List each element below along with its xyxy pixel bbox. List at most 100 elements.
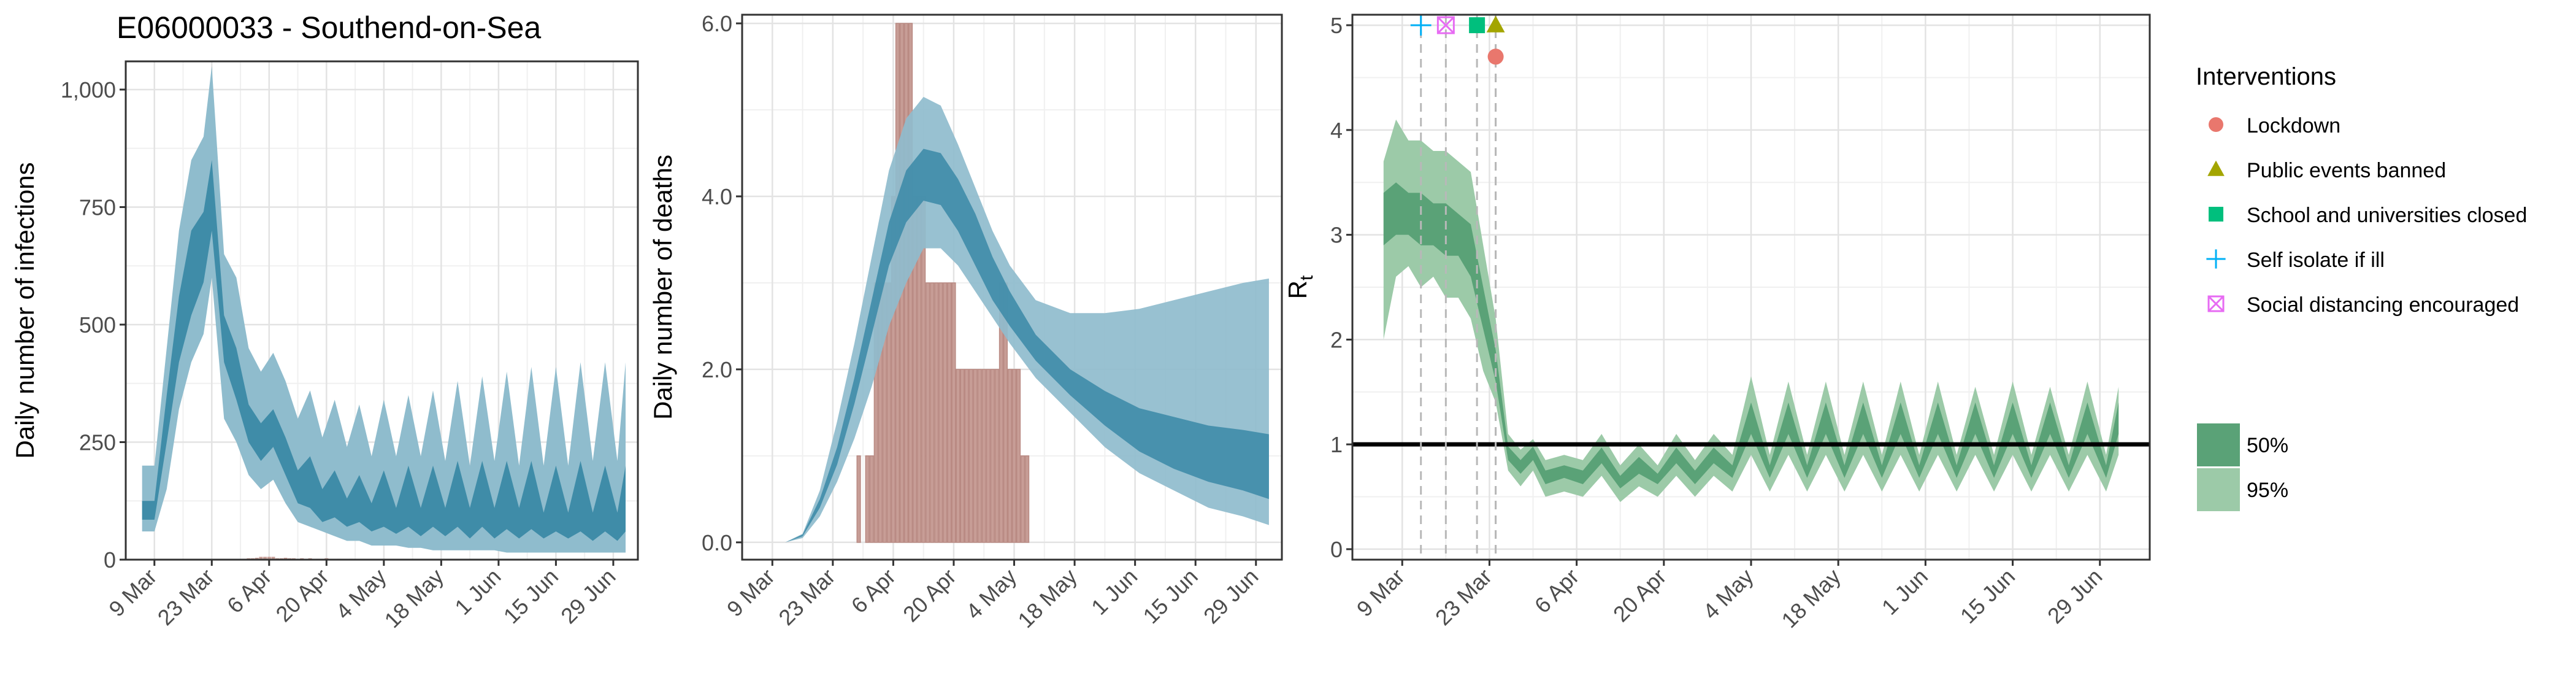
intervention-marker [1486,15,1505,33]
observed-death-bar [259,557,263,560]
x-tick-label: 9 Mar [722,564,780,622]
x-tick-label: 20 Apr [898,564,961,627]
y-tick-label: 750 [79,195,116,220]
x-tick-label: 6 Apr [222,564,276,618]
x-tick-label: 18 May [1776,564,1845,633]
death-bar [968,369,973,543]
rt-panel: 0 1 2 3 4 5 9 Mar 23 Mar 6 Apr 20 Apr 4 May 18 May 1… [1283,13,2151,633]
triangle-icon [2207,160,2225,176]
death-bar [947,282,952,543]
y-tick-label: 1 [1330,432,1343,457]
circle-icon [2209,117,2223,132]
intervention-marker [1410,15,1432,36]
death-bar [951,282,956,543]
x-tick-label: 1 Jun [450,564,505,620]
legend-item-label: Self isolate if ill [2247,249,2385,272]
x-tick-label: 18 May [380,564,448,633]
death-bar [934,282,939,543]
x-tick-label: 1 Jun [1086,564,1142,620]
death-bar [943,282,948,543]
death-bar [1007,369,1013,543]
legend-band-label: 95% [2247,479,2288,502]
x-tick-label: 1 Jun [1877,564,1933,620]
y-tick-label: 500 [79,312,116,338]
legend-item-label: Social distancing encouraged [2247,293,2519,317]
deaths-50-band [785,149,1269,542]
intervention-marker [1436,16,1455,34]
box-stroke [1436,16,1455,34]
death-bar [956,369,960,543]
observed-death-bar [267,557,271,560]
x-tick-label: 20 Apr [1608,564,1671,627]
death-bar [986,369,991,543]
y-tick-label: 5 [1330,13,1343,38]
death-bar [865,455,870,543]
boxed-x-icon [2207,295,2225,312]
x-tick-label: 20 Apr [270,564,334,627]
x-tick-label: 6 Apr [846,564,900,618]
death-bar [908,23,913,543]
death-bar [964,369,969,543]
x-tick-label: 29 Jun [556,564,620,628]
legend-band-swatch [2197,468,2240,511]
x-tick-label: 9 Mar [1352,564,1409,622]
death-bar [973,369,978,543]
observed-death-bar [255,557,259,560]
death-bar [930,282,935,543]
x-tick-label: 29 Jun [1198,564,1263,628]
legend: Interventions Lockdown Public events bann… [2196,63,2527,511]
y-tick-label: 0 [104,547,116,573]
x-stroke [1437,17,1455,34]
legend-band-label: 50% [2247,434,2288,457]
x-tick-label: 29 Jun [2042,564,2107,628]
figure-title: E06000033 - Southend-on-Sea [117,10,541,45]
death-bar [1021,455,1025,543]
legend-item-label: Lockdown [2247,114,2340,137]
x-tick-label: 15 Jun [1138,564,1202,628]
x-tick-label: 15 Jun [499,564,563,628]
death-bar [1016,369,1021,543]
legend-item-label: School and universities closed [2247,204,2527,227]
x-tick-label: 4 May [1698,564,1758,624]
plot-border [125,60,639,561]
y-tick-label: 0 [1330,537,1343,562]
legend-title: Interventions [2196,63,2336,90]
x-tick-label: 23 Mar [1430,564,1497,630]
y-tick-label: 1,000 [61,77,116,102]
y-axis-title-subscript: t [1297,275,1317,280]
intervention-marker [1487,48,1504,65]
y-axis-title: Rt [1283,275,1317,299]
y-axis-title: Daily number of deaths [648,155,677,420]
death-bar [1025,455,1030,543]
x-tick-label: 18 May [1013,564,1081,633]
y-tick-label: 2 [1330,327,1343,352]
x-stroke [2207,295,2225,312]
death-bar [926,282,930,543]
death-bar [869,455,874,543]
death-bar [994,369,999,543]
death-bar [981,369,986,543]
death-bar [1011,369,1017,543]
y-tick-label: 4 [1330,118,1343,143]
y-tick-label: 250 [79,430,116,455]
plus-icon [2206,249,2226,269]
plot-border [741,14,1283,561]
rt-95-band [1383,119,2119,503]
death-bar [938,282,943,543]
y-tick-label: 6.0 [702,11,732,36]
legend-item-label: Public events banned [2247,159,2446,182]
y-tick-label: 0.0 [702,530,732,555]
death-bar [856,455,861,543]
intervention-marker [1469,17,1485,34]
y-tick-label: 3 [1330,223,1343,248]
square-icon [2209,207,2223,222]
x-tick-label: 15 Jun [1955,564,2020,628]
legend-band-swatch [2197,423,2240,466]
observed-death-bar [283,557,288,560]
y-tick-label: 2.0 [702,357,732,382]
observed-death-bar [263,557,267,560]
box-stroke [2207,295,2225,312]
rt-50-band [1383,182,2119,488]
